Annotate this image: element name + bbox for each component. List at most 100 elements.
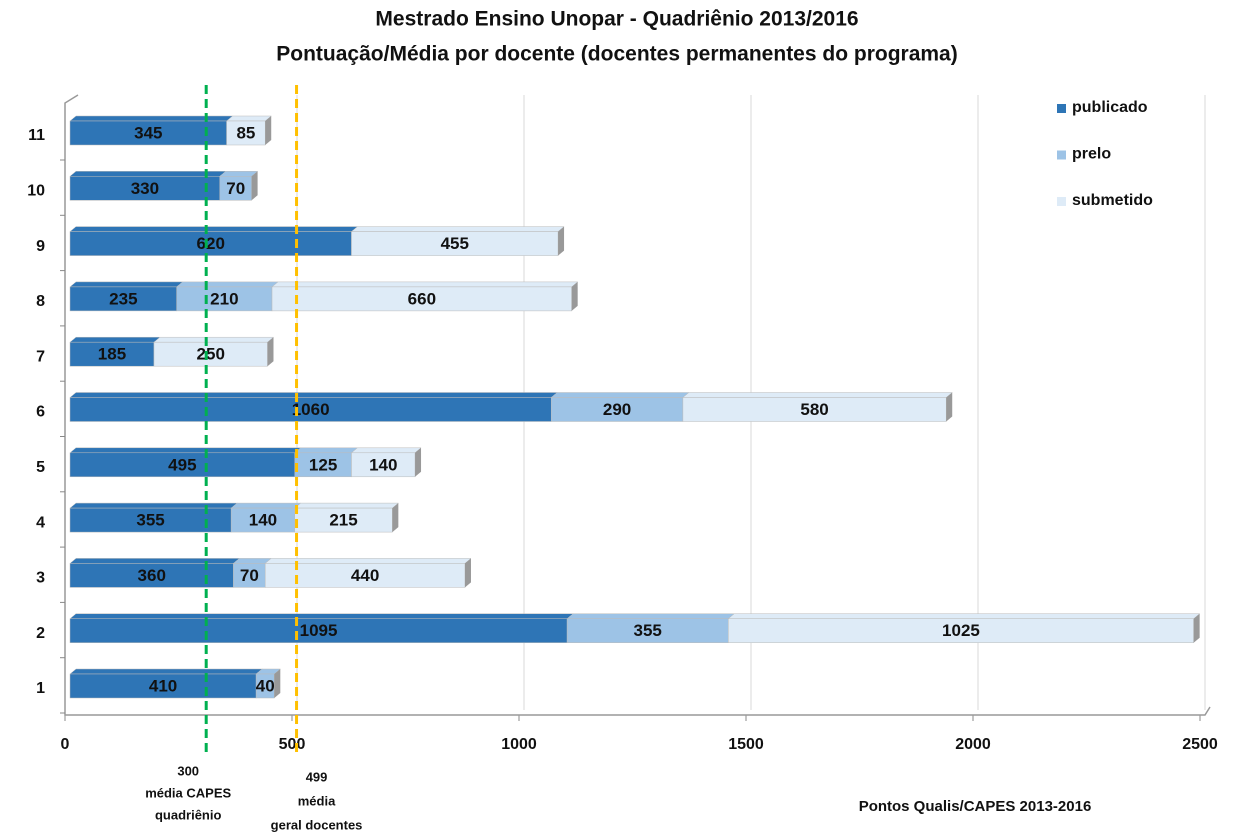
data-label: 290 <box>603 400 631 419</box>
bar <box>69 231 352 256</box>
bar <box>69 120 227 146</box>
y-tick-label: 5 <box>36 459 45 476</box>
bar <box>230 507 295 533</box>
bar-top <box>175 281 279 288</box>
bar-end <box>464 558 471 588</box>
y-tick-label: 2 <box>36 625 45 642</box>
data-label: 125 <box>309 455 337 474</box>
bar <box>69 507 232 533</box>
bar <box>69 397 552 422</box>
x-tick-label: 1000 <box>501 736 537 753</box>
data-label: 210 <box>210 289 238 308</box>
bar-end <box>415 447 422 477</box>
data-label: 440 <box>351 566 379 585</box>
bar <box>294 452 352 478</box>
bar-top <box>225 115 272 122</box>
bar <box>566 618 729 643</box>
y-tick-label: 6 <box>36 404 45 421</box>
bar-top <box>219 171 259 177</box>
bar-end <box>946 392 953 422</box>
reference-label: média <box>298 793 336 808</box>
bar-top <box>69 336 161 343</box>
bar <box>682 397 947 422</box>
data-label: 40 <box>256 676 275 695</box>
chart-title: Mestrado Ensino Unopar - Quadriênio 2013… <box>375 8 858 31</box>
data-label: 235 <box>109 289 137 308</box>
data-label: 410 <box>149 676 177 695</box>
bar-top <box>69 115 234 122</box>
bar <box>69 341 155 367</box>
bar-top <box>69 558 241 564</box>
x-tick-label: 2000 <box>955 736 991 753</box>
data-label: 660 <box>408 289 436 308</box>
data-label: 345 <box>134 123 162 142</box>
bar-top <box>230 502 302 509</box>
data-label: 1025 <box>942 621 980 640</box>
data-label: 215 <box>329 511 357 530</box>
x-axis-label: Pontos Qualis/CAPES 2013-2016 <box>859 798 1092 815</box>
data-label: 360 <box>138 566 166 585</box>
bar-end <box>265 116 272 145</box>
bar <box>69 452 295 478</box>
bar <box>69 618 568 643</box>
data-label: 140 <box>249 511 277 530</box>
axis-line <box>64 94 1211 716</box>
bar-top <box>682 392 953 398</box>
legend-swatch <box>1057 197 1066 206</box>
x-tick-label: 2500 <box>1182 736 1218 753</box>
data-label: 185 <box>98 345 126 364</box>
data-label: 1060 <box>292 400 330 419</box>
legend-label: publicado <box>1072 99 1148 116</box>
y-tick-label: 7 <box>36 348 45 365</box>
bar <box>176 286 273 312</box>
bar-end <box>558 226 565 256</box>
reference-label: média CAPES <box>145 785 231 800</box>
data-label: 70 <box>226 179 245 198</box>
bar-end <box>571 281 578 311</box>
bar-top <box>69 668 263 675</box>
bar <box>271 286 572 312</box>
reference-label: geral docentes <box>271 817 363 832</box>
bar-top <box>550 392 690 398</box>
y-tick-label: 8 <box>36 293 45 310</box>
legend-swatch <box>1057 104 1066 113</box>
x-tick-label: 0 <box>61 736 70 753</box>
data-label: 140 <box>369 455 397 474</box>
y-tick-label: 1 <box>36 680 45 697</box>
data-label: 620 <box>197 234 225 253</box>
reference-label: 300 <box>177 763 199 778</box>
bar-end <box>274 669 281 698</box>
data-label: 70 <box>240 566 259 585</box>
data-label: 355 <box>634 621 662 640</box>
bar-top <box>69 226 359 232</box>
bar-top <box>232 558 272 564</box>
bar-top <box>350 447 422 454</box>
x-tick-label: 500 <box>279 736 306 753</box>
data-label: 250 <box>197 345 225 364</box>
data-label: 85 <box>236 123 255 142</box>
legend-label: submetido <box>1072 192 1153 209</box>
bar-top <box>69 447 302 454</box>
bar-top <box>69 392 558 398</box>
bar-top <box>153 336 275 343</box>
bar <box>728 618 1194 643</box>
bar <box>294 507 393 533</box>
bar-top <box>69 502 238 509</box>
bar <box>69 176 221 201</box>
bar <box>351 231 559 256</box>
data-label: 330 <box>131 179 159 198</box>
bar <box>153 341 268 367</box>
bar-end <box>392 503 399 533</box>
bar-top <box>69 171 227 177</box>
bar-top <box>727 613 1201 619</box>
bar-top <box>69 613 574 619</box>
x-tick-label: 1500 <box>728 736 764 753</box>
data-label: 580 <box>800 400 828 419</box>
legend-label: prelo <box>1072 146 1111 163</box>
bar <box>219 176 252 201</box>
y-tick-label: 4 <box>36 514 45 531</box>
chart-subtitle: Pontuação/Média por docente (docentes pe… <box>276 43 957 66</box>
data-label: 355 <box>136 511 164 530</box>
bar-end <box>1193 613 1200 643</box>
